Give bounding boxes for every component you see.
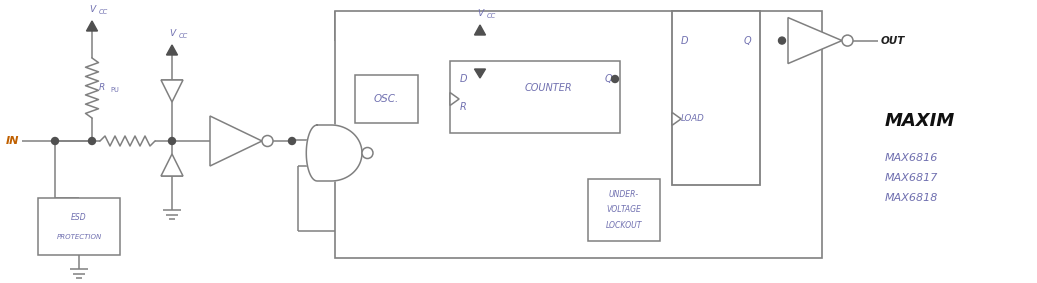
Text: Q: Q	[605, 74, 612, 84]
Text: ESD: ESD	[72, 213, 87, 222]
Text: COUNTER: COUNTER	[525, 83, 572, 93]
Bar	[450, 61, 620, 133]
Text: D: D	[681, 36, 689, 46]
Text: R: R	[460, 102, 467, 112]
Polygon shape	[161, 80, 183, 102]
Text: D: D	[460, 74, 468, 84]
Polygon shape	[672, 112, 681, 125]
Text: LOCKOUT: LOCKOUT	[606, 221, 642, 230]
Circle shape	[288, 138, 296, 145]
Text: MAXIM: MAXIM	[885, 112, 955, 130]
Text: MAX6817: MAX6817	[885, 173, 938, 183]
Text: IN: IN	[6, 136, 20, 146]
Text: UNDER-: UNDER-	[609, 190, 639, 199]
Bar	[588, 179, 660, 241]
Circle shape	[779, 37, 785, 44]
Bar	[335, 11, 822, 258]
Polygon shape	[167, 45, 177, 55]
Circle shape	[362, 147, 373, 158]
Bar	[355, 75, 418, 123]
Polygon shape	[161, 154, 183, 176]
Text: PROTECTION: PROTECTION	[56, 234, 102, 240]
Text: CC: CC	[99, 9, 108, 15]
Circle shape	[52, 138, 58, 145]
Text: MAX6816: MAX6816	[885, 153, 938, 163]
Bar	[672, 11, 760, 185]
Text: $\mathit{V}$: $\mathit{V}$	[477, 7, 485, 18]
Text: CC: CC	[487, 13, 497, 19]
Polygon shape	[788, 18, 842, 64]
Polygon shape	[211, 116, 262, 166]
Text: $\mathit{V}$: $\mathit{V}$	[169, 27, 177, 38]
Circle shape	[612, 76, 618, 83]
Polygon shape	[450, 93, 459, 106]
Polygon shape	[306, 125, 362, 181]
Text: CC: CC	[179, 33, 189, 39]
Text: VOLTAGE: VOLTAGE	[607, 205, 642, 215]
Circle shape	[168, 138, 175, 145]
Circle shape	[262, 136, 273, 147]
Text: OSC.: OSC.	[374, 94, 399, 104]
Bar	[38, 198, 120, 255]
Text: OUT: OUT	[881, 36, 905, 46]
Polygon shape	[475, 25, 485, 35]
Text: MAX6818: MAX6818	[885, 193, 938, 203]
Circle shape	[842, 35, 853, 46]
Circle shape	[88, 138, 95, 145]
Text: LOAD: LOAD	[681, 114, 705, 123]
Text: $\mathit{R}$: $\mathit{R}$	[99, 82, 106, 93]
Text: $\mathit{V}$: $\mathit{V}$	[89, 3, 97, 14]
Polygon shape	[475, 69, 485, 78]
Polygon shape	[86, 21, 97, 31]
Text: Q: Q	[744, 36, 751, 46]
Text: PU: PU	[110, 87, 119, 93]
